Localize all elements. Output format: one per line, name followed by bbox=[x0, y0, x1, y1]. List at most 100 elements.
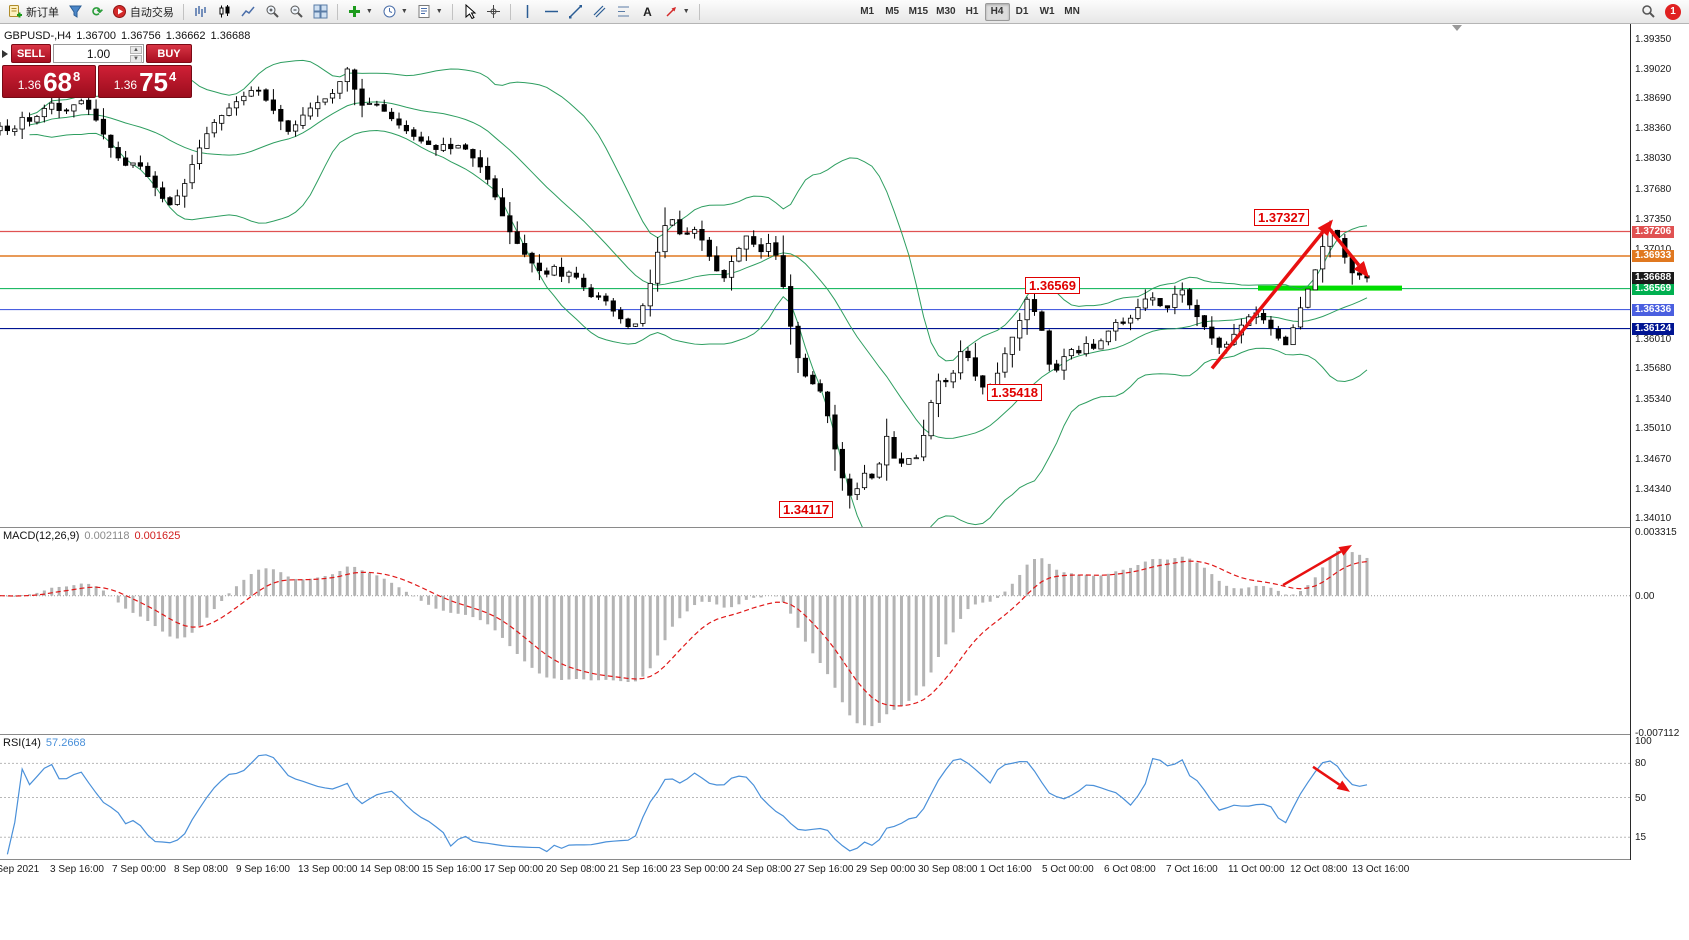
funnel-icon bbox=[69, 5, 82, 18]
buy-price-big: 75 bbox=[139, 66, 169, 97]
panel-separator[interactable] bbox=[0, 527, 1689, 528]
candlestick-chart-button[interactable] bbox=[213, 2, 236, 22]
panel-separator[interactable] bbox=[0, 734, 1689, 735]
timeframe-h4-button[interactable]: H4 bbox=[984, 2, 1010, 21]
auto-trading-button[interactable]: 自动交易 bbox=[108, 2, 178, 22]
time-axis[interactable]: 3 Sep 2021 3 Sep 16:00 7 Sep 00:00 8 Sep 08… bbox=[0, 860, 1630, 884]
fibonacci-button[interactable] bbox=[612, 2, 635, 22]
vertical-line-button[interactable] bbox=[516, 2, 539, 22]
crosshair-button[interactable] bbox=[482, 2, 505, 22]
macd-panel-canvas[interactable] bbox=[0, 528, 1630, 735]
close-value: 1.36688 bbox=[210, 30, 251, 42]
timeframe-m1-button[interactable]: M1 bbox=[855, 3, 880, 21]
rsi-label: RSI(14) 57.2668 bbox=[3, 737, 86, 749]
price-tick-label: 1.34670 bbox=[1635, 453, 1672, 465]
sell-price-sup: 8 bbox=[73, 69, 81, 84]
time-axis-label: 20 Sep 08:00 bbox=[546, 864, 606, 875]
buy-price-button[interactable]: 1.36 75 4 bbox=[98, 65, 192, 98]
toolbar-separator bbox=[451, 3, 453, 20]
price-tick-label: 1.38030 bbox=[1635, 152, 1672, 164]
time-axis-label: 1 Oct 16:00 bbox=[980, 864, 1032, 875]
trend-arrow bbox=[1353, 261, 1369, 278]
channel-button[interactable] bbox=[588, 2, 611, 22]
timeframe-d1-button[interactable]: D1 bbox=[1010, 3, 1035, 21]
timeframe-m5-button[interactable]: M5 bbox=[880, 3, 905, 21]
bar-chart-button[interactable] bbox=[189, 2, 212, 22]
price-annotation[interactable]: 1.34117 bbox=[779, 501, 834, 518]
buy-price-prefix: 1.36 bbox=[113, 78, 138, 92]
time-axis-label: 3 Sep 16:00 bbox=[50, 864, 104, 875]
templates-button[interactable]: ▼ bbox=[413, 2, 447, 22]
volume-field[interactable]: 1.00 ▲ ▼ bbox=[53, 44, 144, 63]
price-axis[interactable]: 1.39350 1.39020 1.38690 1.38360 1.38030 1.376… bbox=[1630, 24, 1689, 860]
timeframe-m15-button[interactable]: M15 bbox=[905, 3, 932, 21]
clock-icon bbox=[383, 5, 396, 18]
volume-spinner: ▲ ▼ bbox=[130, 46, 142, 63]
ohlc-readout: GBPUSD-,H4 1.36700 1.36756 1.36662 1.36688 bbox=[4, 30, 255, 42]
indicators-plus-icon bbox=[348, 6, 360, 17]
buy-button[interactable]: BUY bbox=[146, 44, 192, 63]
high-value: 1.36756 bbox=[121, 30, 161, 42]
text-button[interactable]: A bbox=[636, 2, 659, 22]
volume-increase-button[interactable]: ▲ bbox=[130, 46, 142, 54]
sell-price-button[interactable]: 1.36 68 8 bbox=[2, 65, 96, 98]
new-order-button[interactable]: 新订单 bbox=[4, 2, 63, 22]
timeframe-m30-button[interactable]: M30 bbox=[932, 3, 959, 21]
rsi-tick-label: 50 bbox=[1635, 792, 1647, 804]
cursor-icon bbox=[465, 4, 477, 19]
chart-shift-marker bbox=[1452, 25, 1462, 31]
macd-tick-label: 0.003315 bbox=[1635, 526, 1677, 538]
profiles-button[interactable] bbox=[64, 2, 87, 22]
sell-button[interactable]: SELL bbox=[11, 44, 51, 63]
price-chart-canvas[interactable] bbox=[0, 24, 1630, 528]
periods-button[interactable]: ▼ bbox=[378, 2, 412, 22]
time-axis-label: 9 Sep 16:00 bbox=[236, 864, 290, 875]
dropdown-caret-icon: ▼ bbox=[400, 8, 408, 15]
trendline-button[interactable] bbox=[564, 2, 587, 22]
timeframe-h1-button[interactable]: H1 bbox=[960, 3, 985, 21]
refresh-button[interactable]: ⟳ bbox=[88, 2, 107, 22]
time-axis-label: 23 Sep 00:00 bbox=[670, 864, 730, 875]
time-axis-label: 3 Sep 2021 bbox=[0, 864, 40, 875]
time-axis-label: 15 Sep 16:00 bbox=[422, 864, 482, 875]
price-tick-label: 1.35680 bbox=[1635, 363, 1672, 375]
price-annotation[interactable]: 1.36569 bbox=[1025, 276, 1080, 294]
notification-badge[interactable]: 1 bbox=[1665, 3, 1681, 20]
price-tick-label: 1.37350 bbox=[1635, 213, 1672, 225]
toolbar-separator bbox=[509, 3, 511, 20]
crosshair-icon bbox=[486, 5, 500, 18]
zoom-in-button[interactable] bbox=[261, 2, 284, 22]
macd-value-signal: 0.001625 bbox=[134, 530, 181, 542]
price-tick-label: 1.39350 bbox=[1635, 34, 1672, 46]
price-annotation[interactable]: 1.37327 bbox=[1254, 209, 1309, 226]
line-chart-icon bbox=[241, 6, 255, 17]
price-tick-label: 1.35010 bbox=[1635, 423, 1672, 435]
low-value: 1.36662 bbox=[165, 30, 206, 42]
cursor-button[interactable] bbox=[458, 2, 481, 22]
time-axis-label: 24 Sep 08:00 bbox=[732, 864, 792, 875]
time-axis-label: 13 Sep 00:00 bbox=[298, 864, 358, 875]
timeframe-mn-button[interactable]: MN bbox=[1060, 3, 1085, 21]
trend-arrow bbox=[1336, 780, 1350, 792]
time-axis-label: 6 Oct 08:00 bbox=[1104, 864, 1156, 875]
oneclick-collapse-icon[interactable] bbox=[2, 49, 8, 58]
timeframe-w1-button[interactable]: W1 bbox=[1035, 3, 1060, 21]
rsi-panel-canvas[interactable] bbox=[0, 735, 1630, 860]
zoom-out-button[interactable] bbox=[285, 2, 308, 22]
trend-arrow bbox=[1317, 219, 1333, 237]
arrows-button[interactable]: ▼ bbox=[660, 2, 694, 22]
zoom-out-icon bbox=[290, 5, 303, 18]
price-tick-label: 1.38690 bbox=[1635, 93, 1672, 105]
search-button[interactable] bbox=[1637, 2, 1660, 22]
price-level-tag: 1.36336 bbox=[1632, 303, 1675, 316]
price-tick-label: 1.39020 bbox=[1635, 63, 1672, 75]
price-annotation[interactable]: 1.35418 bbox=[987, 383, 1042, 401]
text-icon: A bbox=[643, 5, 652, 19]
horizontal-line-button[interactable] bbox=[540, 2, 563, 22]
fibonacci-icon bbox=[617, 6, 629, 17]
tile-windows-button[interactable] bbox=[309, 2, 332, 22]
auto-trading-icon bbox=[112, 5, 126, 18]
volume-decrease-button[interactable]: ▼ bbox=[130, 55, 142, 63]
line-chart-button[interactable] bbox=[237, 2, 260, 22]
indicators-button[interactable]: ▼ bbox=[343, 2, 377, 22]
